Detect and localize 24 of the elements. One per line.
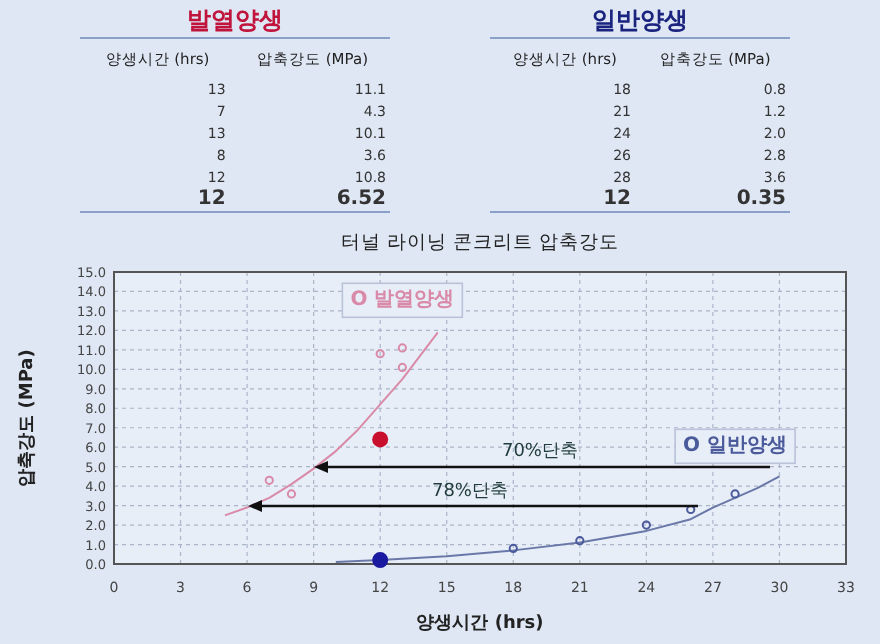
text: 0.35 [736, 188, 786, 210]
annotation: 78%단축 [431, 482, 509, 502]
point [730, 489, 740, 499]
x-axis-title: 양생시간 (hrs) [416, 614, 544, 634]
point [508, 543, 518, 554]
text: 6.52 [336, 188, 386, 210]
point [375, 349, 385, 359]
point [575, 536, 585, 546]
text: 일반양생 [592, 6, 688, 34]
text: 12 [197, 188, 226, 210]
text: O 발열양생 [350, 289, 455, 312]
annotation: 70%단축 [501, 442, 579, 462]
point [372, 431, 389, 448]
y-axis-title: 압축강도 (MPa) [16, 349, 38, 487]
point [641, 520, 651, 530]
point [372, 552, 389, 569]
chart-title: 터널 라이닝 콘크리트 압축강도 [340, 232, 620, 254]
point [264, 475, 274, 485]
text: 발열양생 [187, 6, 283, 34]
text: 12 [603, 188, 631, 210]
point [397, 343, 407, 353]
text: O 일반양생 [683, 435, 788, 458]
point [397, 362, 407, 372]
point [286, 489, 297, 499]
